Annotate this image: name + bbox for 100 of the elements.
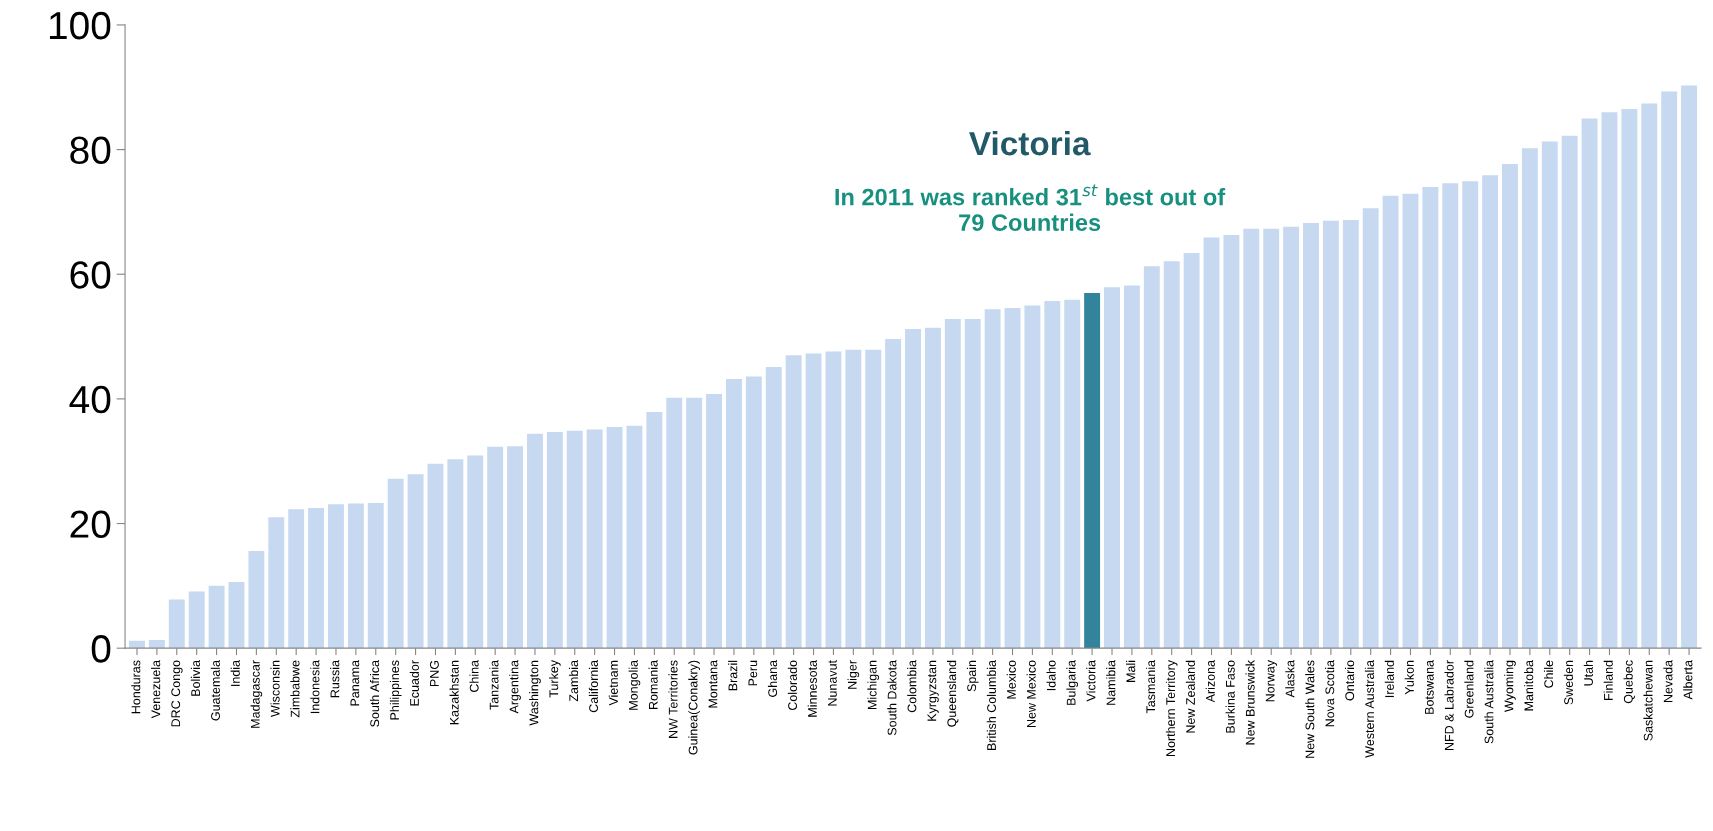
bar [646, 411, 663, 649]
x-tick-label: DRC Congo [171, 660, 183, 727]
bar [487, 446, 504, 649]
x-tick-label: Bolivia [190, 659, 201, 696]
bar [507, 446, 524, 649]
bar [1362, 208, 1379, 649]
x-tick-label: Guatemala [210, 659, 220, 721]
x-tick-label: Ireland [1384, 660, 1394, 698]
x-tick-label: NW Territories [668, 660, 678, 738]
x-tick-label: Kyrgyzstan [927, 660, 939, 721]
bar [328, 504, 344, 649]
bar [208, 585, 225, 649]
x-tick-label: Colombia [907, 659, 917, 713]
x-tick-label: Northern Territory [1165, 660, 1178, 756]
x-tick-label: Mali [1126, 660, 1136, 682]
x-tick-label: Brazil [728, 660, 738, 691]
bar [129, 640, 145, 649]
x-tick-label: Montana [708, 659, 718, 708]
x-tick-label: Ecuador [409, 660, 419, 706]
bar [1303, 223, 1319, 649]
bar [1024, 305, 1041, 649]
bar [1541, 141, 1558, 649]
bar [427, 463, 444, 649]
x-tick-label: Michigan [867, 660, 880, 709]
bar [1661, 91, 1678, 649]
x-tick-label: Greenland [1464, 660, 1474, 718]
bar [765, 367, 782, 649]
bar [785, 355, 802, 649]
y-tick-label: 20 [70, 510, 111, 538]
bar [626, 425, 643, 649]
x-tick-label: Panama [350, 659, 360, 706]
bar [1482, 175, 1499, 649]
bar [347, 503, 364, 649]
bar [1521, 148, 1538, 649]
bar [168, 599, 185, 649]
x-tick-label: New South Wales [1305, 660, 1315, 758]
x-tick-label: Chile [1543, 660, 1554, 688]
x-tick-label: Ontario [1344, 660, 1355, 701]
bar [1342, 220, 1359, 649]
bar [387, 478, 404, 649]
x-tick-label: Wisconsin [270, 660, 280, 717]
x-tick-label: Guinea(Conakry) [688, 660, 700, 755]
x-tick-label: Tasmania [1145, 659, 1156, 714]
bar [944, 319, 961, 649]
x-tick-label: British Columbia [986, 659, 996, 750]
x-tick-label: Vietnam [608, 660, 618, 706]
bar [1263, 228, 1280, 649]
x-tick-label: Tanzania [489, 659, 499, 710]
annotation: In 2011 was ranked 31$^{st}$ best out of 79 Countries [835, 184, 1226, 231]
x-tick-label: Queensland [947, 660, 959, 727]
bar [924, 327, 941, 649]
bar [1203, 237, 1220, 649]
bar [1422, 186, 1439, 649]
x-tick-label: South Australia [1484, 659, 1494, 744]
bar [725, 378, 742, 649]
x-tick-label: Nova Scotia [1325, 659, 1335, 727]
bar [964, 319, 981, 649]
bar [447, 459, 464, 649]
y-tick-label: 60 [70, 261, 111, 289]
x-tick-label: Turkey [549, 660, 561, 698]
bar [1064, 299, 1081, 649]
x-tick-label: Alaska [1285, 659, 1295, 698]
bar [188, 591, 205, 649]
bar [1462, 181, 1479, 649]
bar [706, 393, 722, 649]
bar [1183, 253, 1200, 649]
bar [1382, 195, 1399, 649]
bar [1621, 109, 1638, 649]
x-tick-label: China [469, 659, 479, 693]
x-tick-label: Nevada [1663, 659, 1673, 703]
bar [1143, 266, 1160, 649]
x-tick-label: California [588, 659, 599, 713]
bar [1223, 234, 1240, 649]
bar [248, 550, 265, 649]
bar [1442, 183, 1459, 649]
x-tick-label: Indonesia [310, 659, 320, 714]
annotation: Victoria [969, 130, 1091, 156]
x-tick-label: Spain [966, 660, 979, 692]
x-tick-label: Romania [648, 659, 658, 709]
bar [865, 349, 882, 649]
bar [845, 349, 862, 649]
bar [686, 397, 703, 649]
bar [1243, 228, 1260, 649]
x-tick-label: Venezuela [151, 659, 161, 719]
bar [268, 517, 285, 649]
x-tick-label: Yukon [1404, 660, 1414, 695]
x-tick-label: Norway [1265, 660, 1278, 702]
bar [984, 309, 1001, 649]
x-tick-label: Wyoming [1504, 660, 1516, 712]
bar [1502, 163, 1518, 649]
x-tick-label: Philippines [389, 660, 402, 720]
x-tick-label: Western Australia [1364, 659, 1375, 758]
x-tick-label: Victoria [1086, 659, 1096, 702]
bar [1581, 118, 1598, 649]
bar [1601, 112, 1618, 649]
bar [1283, 226, 1300, 649]
bar [586, 429, 603, 649]
x-tick-label: Madagascar [250, 660, 263, 728]
bar [1123, 285, 1140, 649]
x-tick-label: South Africa [369, 659, 380, 727]
